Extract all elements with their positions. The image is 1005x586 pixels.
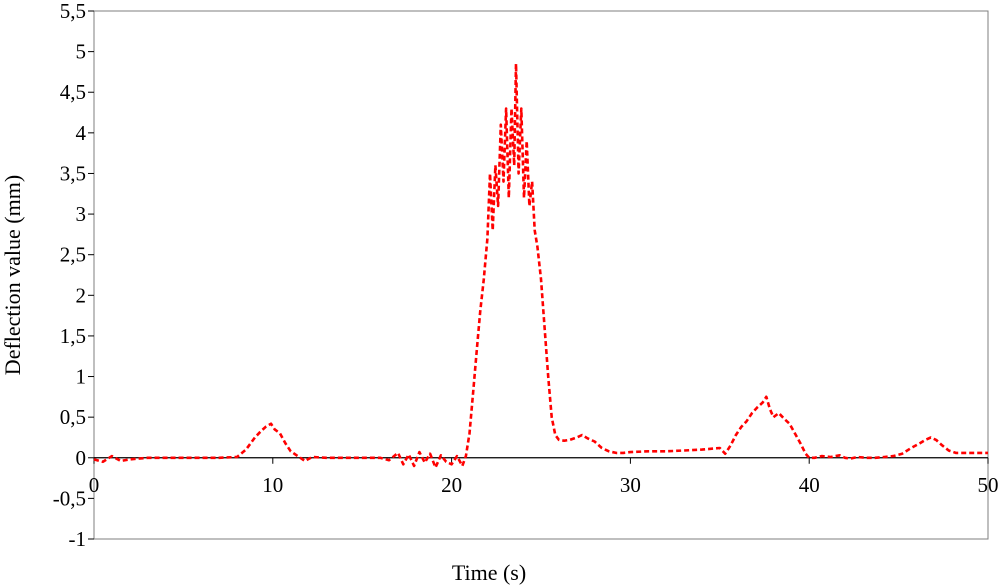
y-tick-label: -0,5 bbox=[53, 486, 86, 510]
x-axis-ticks: 0 10 20 30 40 50 bbox=[89, 457, 999, 497]
y-tick-label: 1,5 bbox=[60, 324, 86, 348]
x-tick-label: 10 bbox=[262, 473, 283, 497]
y-axis-title: Deflection value (mm) bbox=[0, 175, 25, 375]
y-tick-label: 4 bbox=[76, 121, 87, 145]
y-tick-label: -1 bbox=[69, 527, 87, 551]
x-axis-title: Time (s) bbox=[452, 560, 526, 585]
x-tick-label: 50 bbox=[978, 473, 999, 497]
x-tick-label: 0 bbox=[89, 473, 100, 497]
series-layer bbox=[93, 62, 988, 469]
y-tick-label: 3,5 bbox=[60, 161, 86, 185]
series-line-0 bbox=[93, 62, 988, 469]
y-tick-label: 5 bbox=[76, 40, 87, 64]
x-tick-label: 30 bbox=[620, 473, 641, 497]
y-tick-label: 3 bbox=[76, 202, 87, 226]
y-axis-ticks: -1 -0,5 0 0,5 1 1,5 2 2,5 3 3,5 4 4,5 5 5,5 bbox=[53, 0, 94, 551]
y-tick-label: 4,5 bbox=[60, 80, 86, 104]
y-tick-label: 5,5 bbox=[60, 0, 86, 23]
x-tick-label: 20 bbox=[441, 473, 462, 497]
y-tick-label: 1 bbox=[76, 365, 87, 389]
y-tick-label: 2 bbox=[76, 283, 87, 307]
y-tick-label: 2,5 bbox=[60, 243, 86, 267]
x-tick-label: 40 bbox=[799, 473, 820, 497]
plot-area bbox=[93, 10, 989, 540]
y-tick-label: 0,5 bbox=[60, 405, 86, 429]
y-tick-label: 0 bbox=[76, 446, 87, 470]
